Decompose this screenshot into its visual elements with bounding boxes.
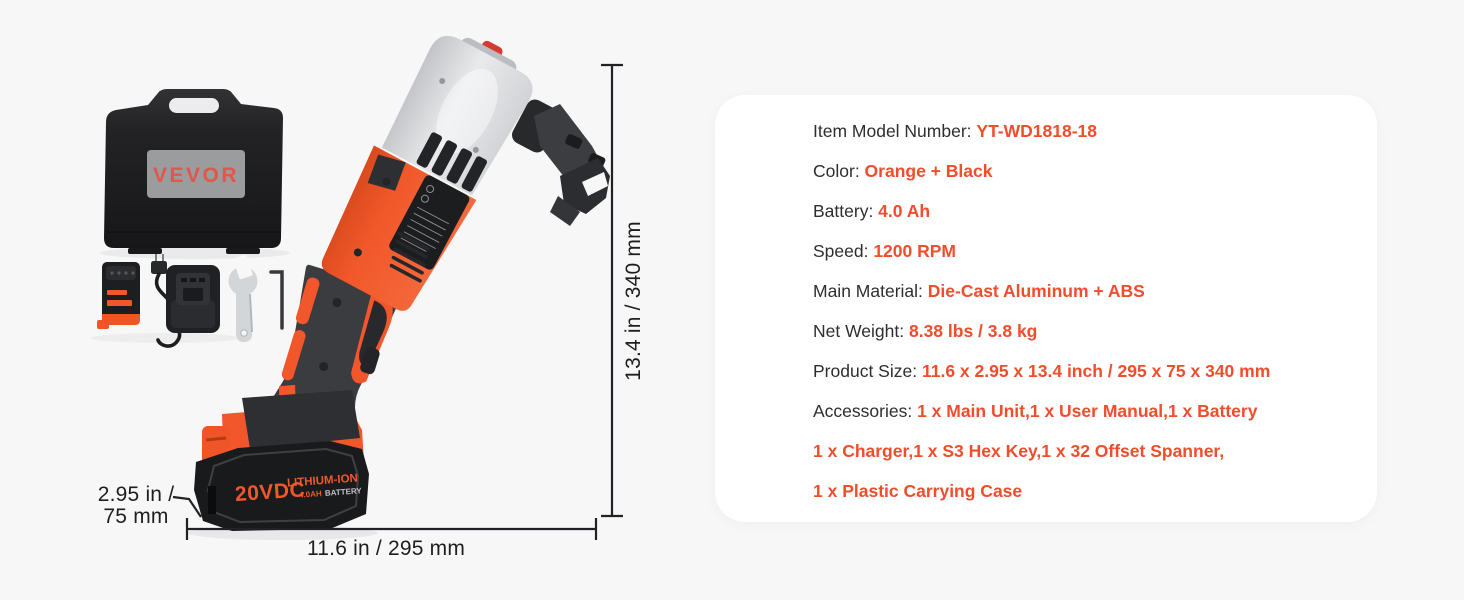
spec-label: Net Weight: [813, 321, 909, 341]
spec-row-material: Main Material: Die-Cast Aluminum + ABS [813, 271, 1347, 311]
spec-label: Color: [813, 161, 865, 181]
spec-value: YT-WD1818-18 [976, 121, 1097, 141]
spec-value: 11.6 x 2.95 x 13.4 inch / 295 x 75 x 340… [921, 361, 1271, 381]
depth-line2: 75 mm [103, 505, 169, 528]
spec-value: 8.38 lbs / 3.8 kg [908, 321, 1038, 341]
charging-dock [166, 265, 220, 333]
spec-label: Product Size: [813, 361, 922, 381]
spec-row-size: Product Size: 11.6 x 2.95 x 13.4 inch / … [813, 351, 1347, 391]
battery-voltage-text: 20VDC [234, 478, 306, 506]
spec-row-weight: Net Weight: 8.38 lbs / 3.8 kg [813, 311, 1347, 351]
spec-row-battery: Battery: 4.0 Ah [813, 191, 1347, 231]
spare-battery [97, 262, 140, 329]
hex-key [269, 270, 284, 330]
housing-vents [389, 231, 430, 283]
spec-value: 4.0 Ah [878, 201, 931, 221]
battery-word-text: BATTERY [325, 486, 363, 498]
battery-label: 20VDC LITHIUM-ION 4.0AH BATTERY [234, 473, 363, 507]
spec-value: 1200 RPM [873, 241, 957, 261]
spec-list: Item Model Number: YT-WD1818-18 Color: O… [715, 95, 1377, 511]
trigger [359, 300, 387, 366]
spec-label: Speed: [813, 241, 874, 261]
spec-row-speed: Speed: 1200 RPM [813, 231, 1347, 271]
depth-line1: 2.95 in / [97, 483, 175, 506]
spec-value: Orange + Black [864, 161, 993, 181]
wrench [228, 254, 258, 343]
height-dimension-label: 13.4 in / 340 mm [622, 221, 645, 381]
case-logo-text: VEVOR [153, 164, 239, 187]
product-illustration: VEVOR [90, 35, 623, 540]
case-handle-cutout [169, 98, 219, 113]
battery-capacity-text: 4.0AH [299, 489, 322, 500]
depth-leader-line [172, 495, 202, 518]
spec-value: Die-Cast Aluminum + ABS [927, 281, 1145, 301]
spec-row-model: Item Model Number: YT-WD1818-18 [813, 111, 1347, 151]
spec-row-accessories-3: 1 x Plastic Carrying Case [813, 471, 1347, 511]
spec-label: Main Material: [813, 281, 928, 301]
spec-value: 1 x Main Unit,1 x User Manual,1 x Batter… [917, 401, 1258, 421]
spec-value: 1 x Plastic Carrying Case [813, 481, 1023, 501]
tool-upper-body [321, 35, 533, 311]
spec-label: Accessories: [813, 401, 918, 421]
depth-dimension-label: 2.95 in / 75 mm [88, 484, 184, 528]
nibbler-jaw [512, 99, 610, 226]
width-dimension-label: 11.6 in / 295 mm [306, 537, 466, 560]
tool-battery-pack: 20VDC LITHIUM-ION 4.0AH BATTERY [194, 390, 369, 531]
carrying-case: VEVOR [104, 89, 283, 254]
case-logo-plate [147, 150, 245, 198]
spec-card: Item Model Number: YT-WD1818-18 Color: O… [715, 95, 1377, 522]
spec-row-color: Color: Orange + Black [813, 151, 1347, 191]
battery-chem-text: LITHIUM-ION [287, 473, 359, 490]
spec-row-accessories: Accessories: 1 x Main Unit,1 x User Manu… [813, 391, 1347, 431]
motor-head [381, 35, 533, 196]
spec-label: Battery: [813, 201, 879, 221]
spec-row-accessories-2: 1 x Charger,1 x S3 Hex Key,1 x 32 Offset… [813, 431, 1347, 471]
spec-value: 1 x Charger,1 x S3 Hex Key,1 x 32 Offset… [813, 441, 1225, 461]
dimension-lines [172, 63, 623, 540]
spec-label: Item Model Number: [813, 121, 977, 141]
